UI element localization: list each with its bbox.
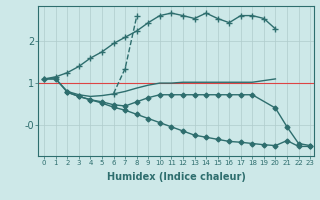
X-axis label: Humidex (Indice chaleur): Humidex (Indice chaleur): [107, 172, 245, 182]
